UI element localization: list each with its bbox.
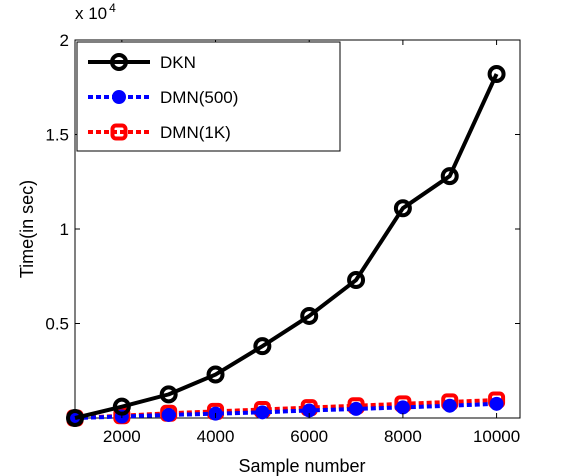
data-point [349,401,364,416]
x-tick-label: 6000 [290,427,328,446]
y-tick-label: 1.5 [45,126,69,145]
x-tick-label: 2000 [103,427,141,446]
data-point [253,337,272,356]
y-tick-label: 2 [60,31,69,50]
data-point [66,409,84,427]
tick-layer: 2000 4000 6000 8000 10000 0.5 1 1.5 2 [45,31,520,446]
data-point [347,271,366,290]
data-point [110,53,128,71]
data-point [110,123,128,141]
data-point [300,306,319,325]
y-axis-title: Time(in sec) [17,180,37,278]
series-line [74,73,499,420]
data-point [159,385,178,404]
series-line [74,398,497,420]
legend-entry: DKN [88,53,196,72]
data-point [206,365,225,384]
x-axis-title: Sample number [238,456,365,476]
data-point [489,396,504,411]
legend-label: DKN [160,53,196,72]
y-tick-label: 0.5 [45,315,69,334]
y-exponent-base: x 10 [75,4,107,23]
y-exponent-power: 4 [109,1,116,15]
x-tick-label: 8000 [384,427,422,446]
x-tick-label: 4000 [197,427,235,446]
data-point [161,407,176,422]
series-dmn-500- [68,396,504,425]
data-point [393,199,412,218]
legend-label: DMN(1K) [160,123,231,142]
x-tick-label: 10000 [473,427,520,446]
series-dkn [66,65,506,427]
data-point [112,90,126,104]
data-point [487,65,506,84]
data-point [255,405,270,420]
y-tick-label: 1 [60,220,69,239]
legend: DKN DMN(500) DMN(1K) [76,41,341,152]
data-point [442,398,457,413]
y-exponent-label: x 10 4 [75,1,116,23]
data-point [395,400,410,415]
legend-label: DMN(500) [160,88,238,107]
legend-entries: DKN DMN(500) DMN(1K) [88,53,238,142]
legend-entry: DMN(500) [88,88,238,107]
data-point [440,167,459,186]
series-line [74,401,497,420]
legend-entry: DMN(1K) [88,123,231,142]
